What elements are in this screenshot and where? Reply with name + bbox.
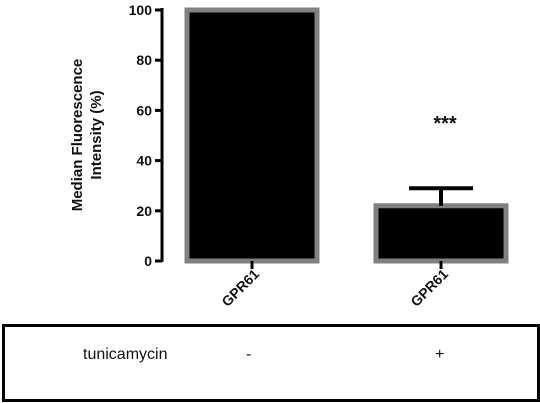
plot-area: 0 20 40 60 80 100 GPR61 *** GPR61 (129, 2, 509, 310)
treatment-box: tunicamycin - + (2, 324, 540, 402)
y-axis-label-line-2: Intensity (%) (88, 90, 105, 179)
significance-marker-2: *** (433, 113, 457, 135)
y-tick-label-80: 80 (136, 52, 152, 68)
y-tick-label-100: 100 (129, 2, 153, 18)
treatment-value-2: + (435, 346, 445, 363)
y-tick-label-20: 20 (136, 203, 152, 219)
bar-1 (184, 7, 320, 264)
y-axis-label: Median Fluorescence Intensity (%) (69, 59, 105, 212)
y-tick-label-60: 60 (136, 102, 152, 118)
y-tick-label-0: 0 (144, 253, 152, 269)
x-category-label-1: GPR61 (218, 266, 262, 310)
treatment-value-1: - (246, 346, 252, 363)
treatment-label: tunicamycin (83, 346, 168, 363)
x-category-label-2: GPR61 (407, 266, 451, 310)
y-tick-label-40: 40 (136, 153, 152, 169)
bar-chart: Median Fluorescence Intensity (%) 0 20 40 6… (69, 2, 509, 310)
y-axis-label-line-1: Median Fluorescence (69, 59, 86, 212)
bar-2 (373, 203, 509, 264)
